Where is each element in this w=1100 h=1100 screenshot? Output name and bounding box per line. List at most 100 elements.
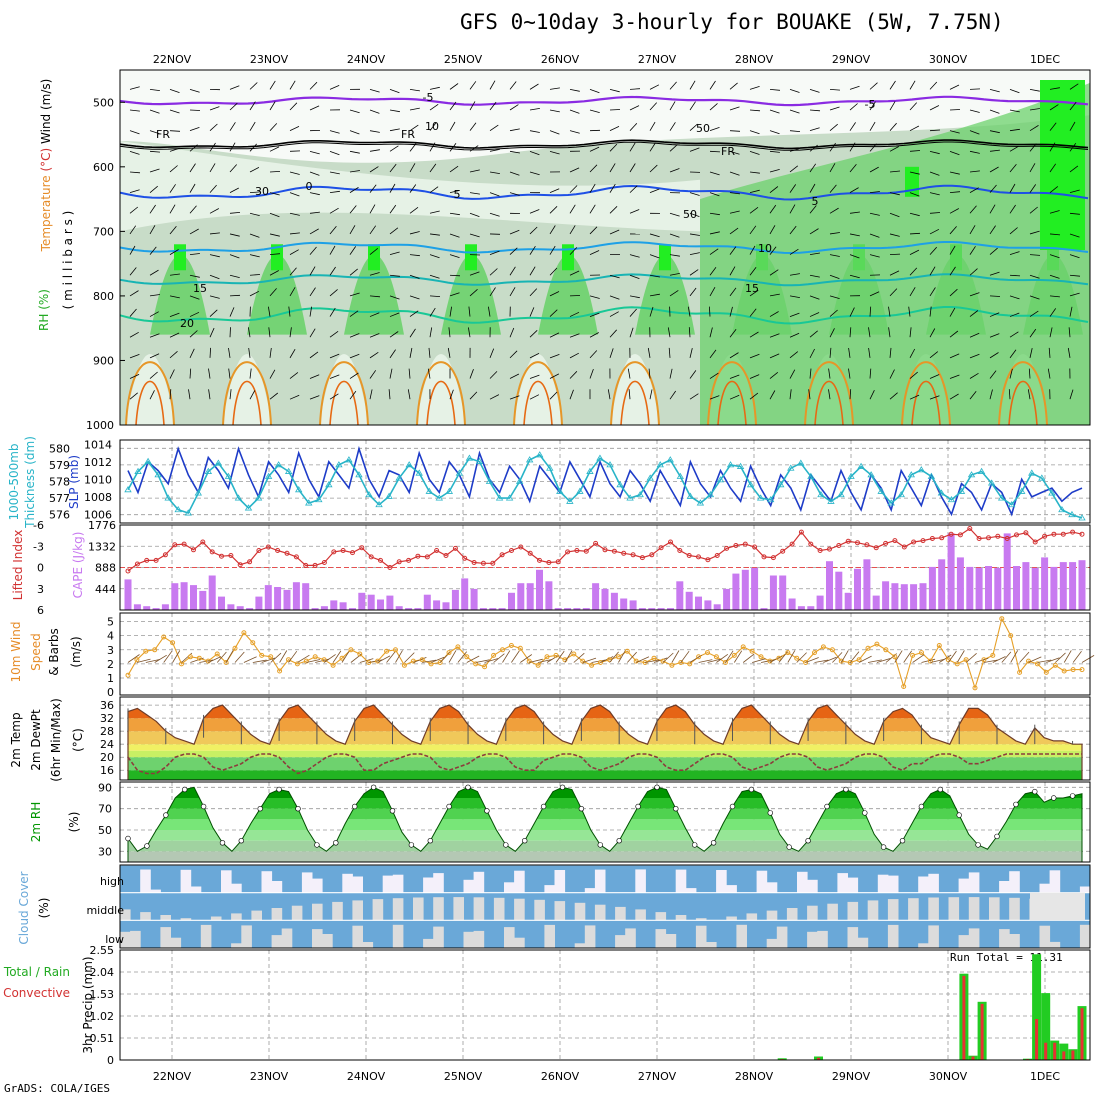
lifted-index-point (340, 548, 346, 553)
wind-barb (369, 295, 381, 298)
panel-label-part: (°C) (39, 144, 53, 172)
lifted-index-point (378, 557, 383, 563)
cloud-cell (271, 935, 283, 948)
cloud-cell (221, 870, 232, 893)
lifted-index-point (406, 557, 412, 563)
cape-bar (1078, 560, 1086, 610)
wind-barb (1069, 274, 1081, 277)
lifted-index-point (434, 548, 440, 553)
cape-bar (274, 587, 282, 610)
cape-bar (732, 573, 740, 610)
wind-barb (169, 350, 178, 359)
wind-barb (609, 206, 618, 214)
rh-saturated-cell (659, 244, 671, 271)
cloud-cell (918, 876, 929, 893)
cloud-cell (635, 909, 646, 921)
wind-barb (189, 295, 200, 300)
wind-barb (449, 389, 454, 400)
lifted-index-point (321, 560, 327, 565)
wind-barb (647, 347, 651, 358)
wind-barb (229, 274, 240, 278)
cape-bar (386, 595, 394, 610)
wind-barb (249, 82, 258, 90)
wind-barb (809, 163, 817, 173)
rh-saturated-cell (562, 244, 574, 271)
wind-barb-10m (448, 650, 457, 663)
lifted-index-point (761, 554, 767, 560)
wind-barb (929, 171, 940, 176)
contour-label: 50 (696, 122, 710, 135)
wind-barb-10m (983, 659, 998, 663)
thickness-point (756, 494, 765, 501)
wind-barb (709, 231, 720, 235)
wind-barb (289, 126, 300, 132)
wind-barb (188, 389, 191, 400)
cape-bar (545, 581, 553, 610)
cape-bar (339, 602, 347, 610)
precip-convective-bar (1044, 1042, 1048, 1060)
cape-bar (835, 571, 843, 610)
wind-barb (1009, 295, 1020, 300)
cape-bar (826, 561, 833, 610)
wind-barb (729, 352, 739, 359)
cloud-cell (625, 928, 636, 948)
cloud-cell (130, 930, 141, 948)
cape-bar (152, 608, 160, 610)
wind-barb (489, 250, 500, 255)
wind-barb (1009, 227, 1018, 235)
wind-barb (349, 292, 360, 297)
wind-barb (129, 392, 138, 400)
cloud-cell (807, 905, 818, 921)
wind-barb (129, 130, 140, 135)
wind-barb (429, 186, 439, 193)
wind-barb (409, 88, 420, 92)
temp-contour-warm (319, 361, 369, 426)
wind-barb (389, 128, 400, 132)
wind-barb-10m (1001, 651, 1012, 663)
wind-barb (409, 163, 416, 173)
wind-barb (447, 347, 451, 358)
wind-barb (489, 192, 500, 197)
wind-barb (169, 332, 180, 338)
rh-2m-point (786, 844, 792, 850)
thickness-point (847, 472, 855, 479)
wind-barb (389, 183, 396, 193)
wind-barb (669, 233, 680, 238)
wind-barb (769, 269, 779, 276)
cloud-cell (160, 915, 171, 921)
wind-barb (509, 247, 518, 255)
wind-barb (689, 147, 700, 152)
lifted-index-tick: 0 (37, 562, 44, 575)
cape-bar (975, 567, 983, 610)
wind-speed-point (1079, 667, 1085, 673)
wind-barb (1008, 389, 1011, 400)
rh-2m-point (899, 837, 906, 844)
wind-barb (409, 254, 420, 257)
wind-barb-10m (573, 652, 585, 663)
thickness-point (777, 481, 785, 488)
wind-speed-point (633, 658, 639, 664)
wind-barb (627, 368, 631, 379)
wind-barb (229, 389, 232, 400)
wind-barb (689, 393, 699, 400)
date-label-top: 29NOV (832, 53, 871, 66)
wind-speed-point (419, 657, 425, 663)
wind-barb (129, 109, 140, 112)
thickness-point (435, 494, 444, 501)
wind-barb (848, 368, 851, 379)
wind-barb (1029, 163, 1036, 173)
cape-bar (498, 608, 506, 610)
wind-speed-point (339, 655, 345, 661)
wind-barb (189, 163, 196, 173)
cloud-tick-high: high (100, 875, 124, 888)
wind-barb (489, 80, 496, 90)
lifted-index-point (733, 543, 739, 548)
wind-barb (949, 266, 956, 276)
wind-barb (549, 354, 560, 359)
cape-bar (414, 608, 422, 610)
wind-speed-point (500, 647, 505, 653)
lifted-index-point (1070, 529, 1076, 535)
lifted-index-tick: 3 (37, 583, 44, 596)
wind-speed-point (482, 664, 488, 670)
wind-barb (569, 167, 580, 173)
